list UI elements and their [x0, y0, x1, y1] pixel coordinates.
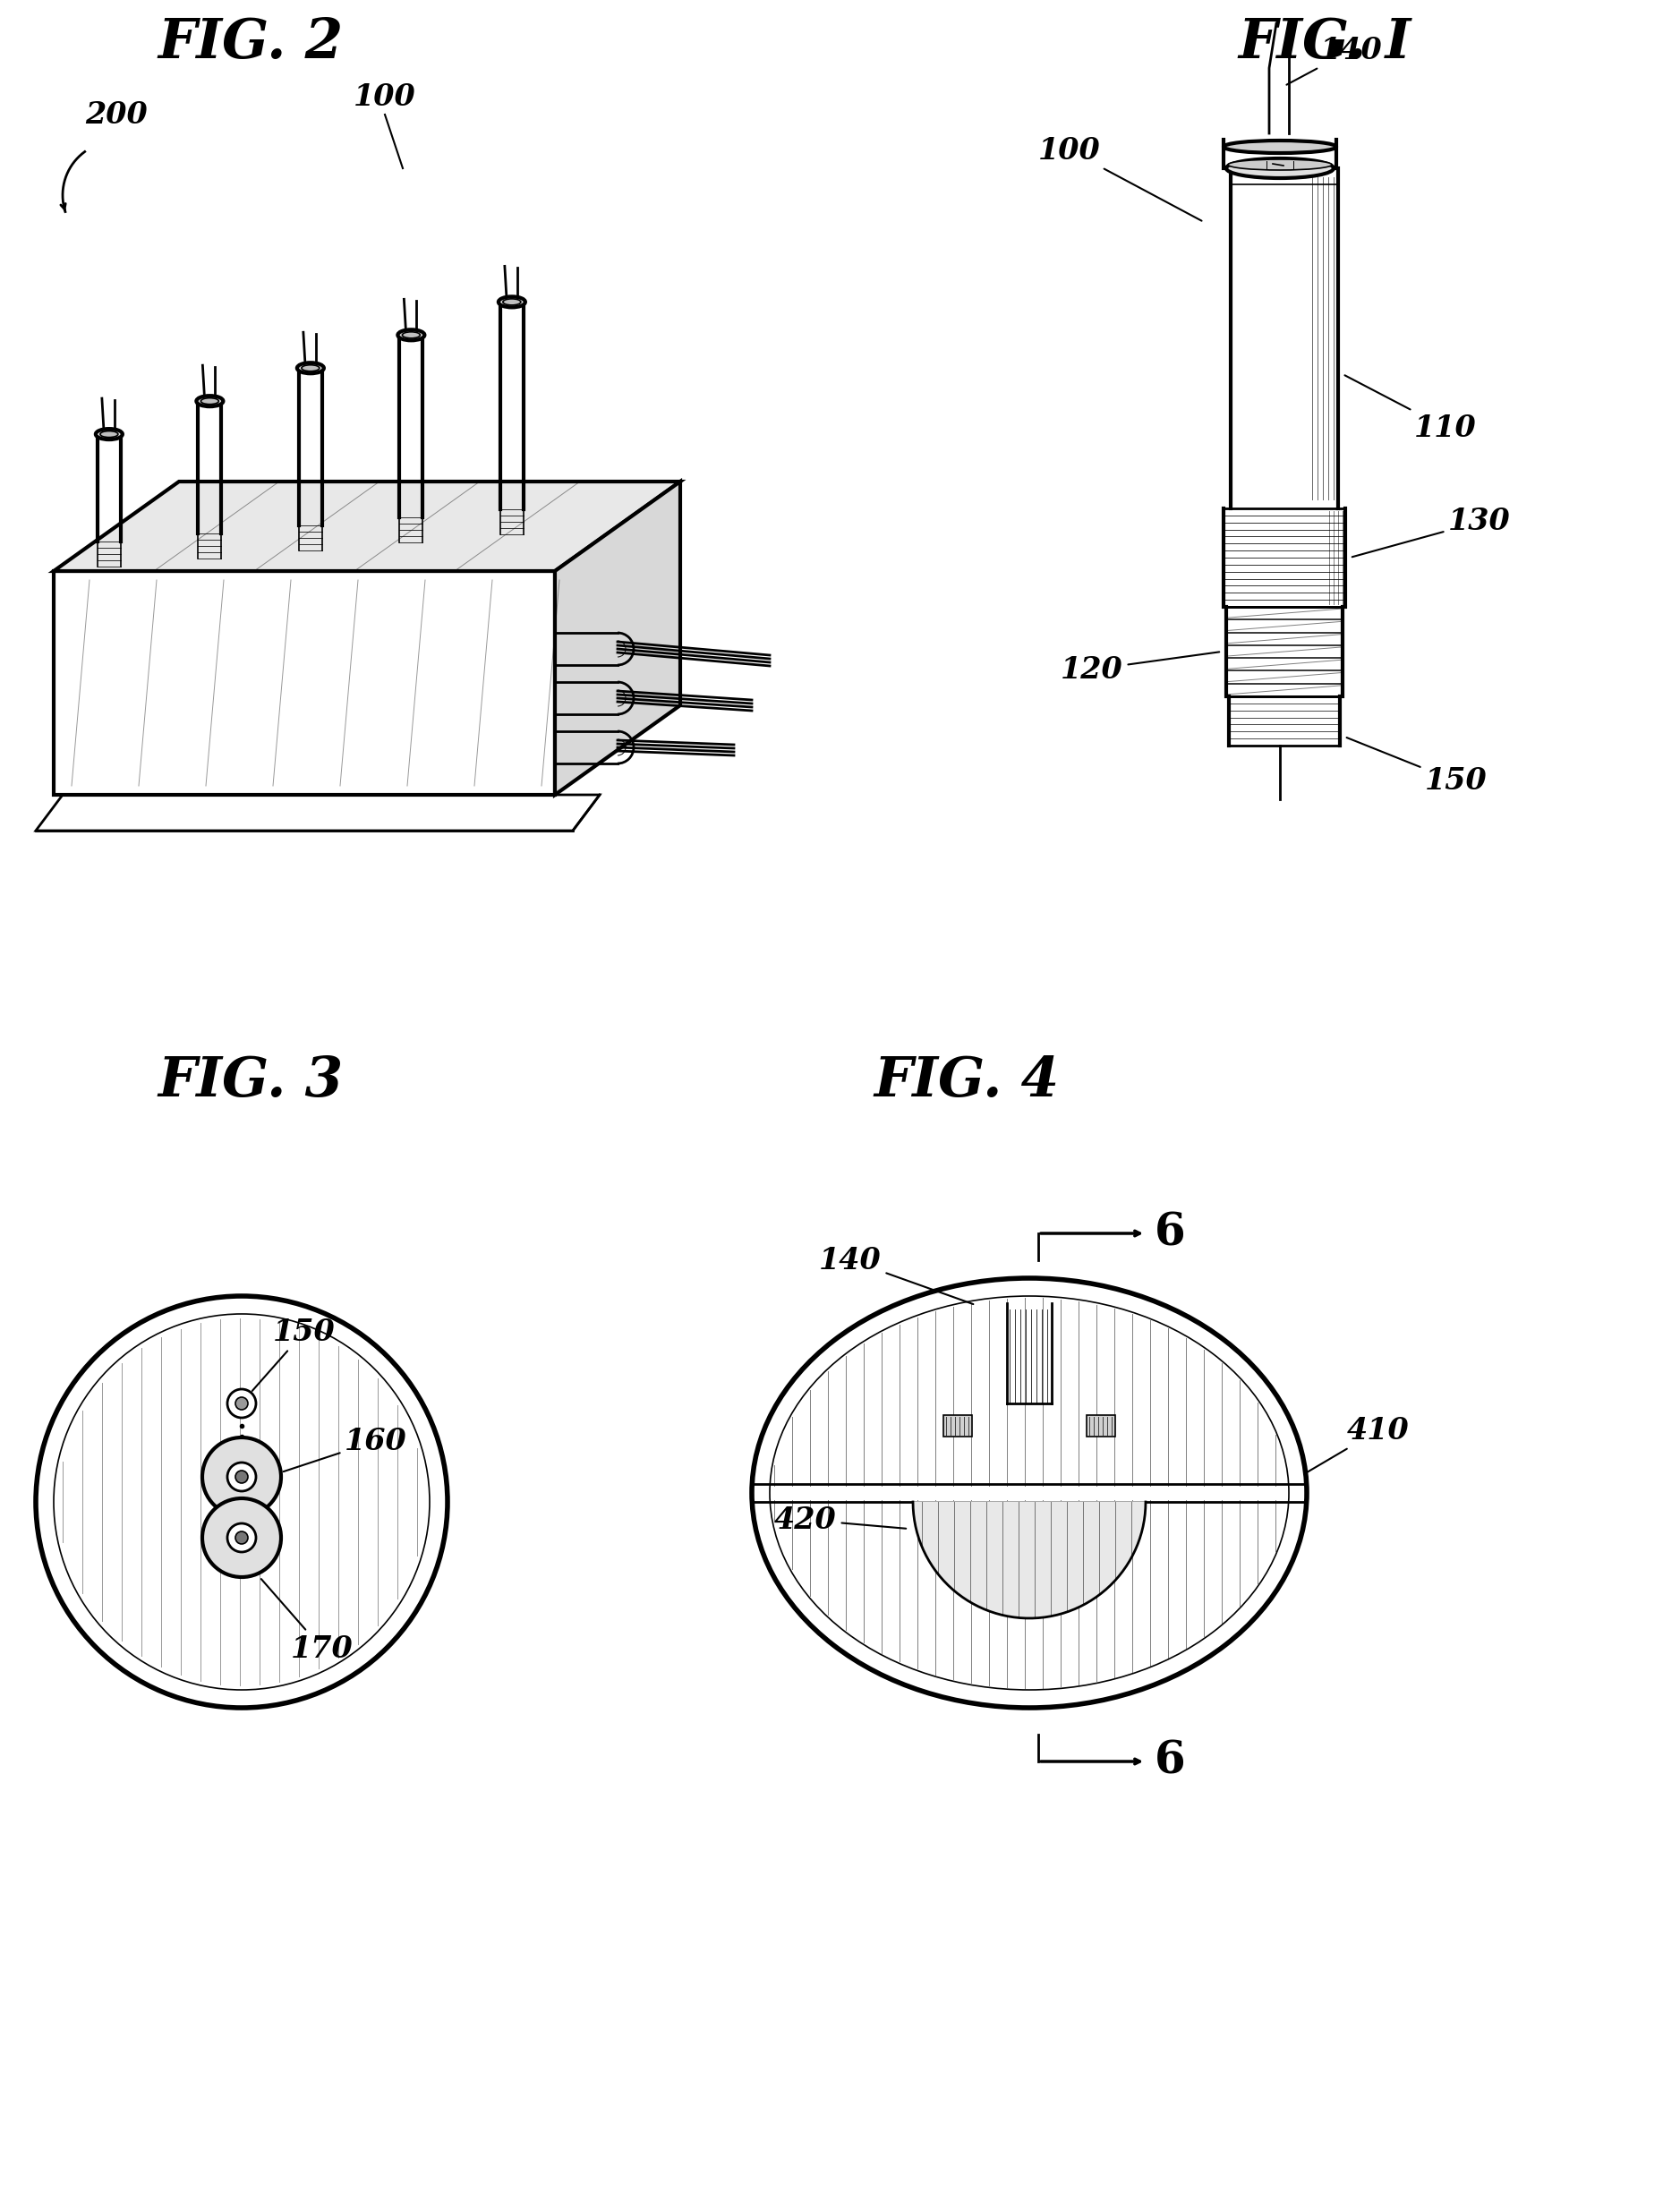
Ellipse shape: [96, 429, 123, 440]
Polygon shape: [54, 572, 554, 795]
Ellipse shape: [297, 362, 324, 373]
Text: 170: 170: [260, 1579, 353, 1663]
Ellipse shape: [1223, 141, 1336, 152]
Text: 130: 130: [1352, 508, 1510, 557]
Ellipse shape: [499, 296, 526, 307]
Circle shape: [202, 1438, 281, 1515]
Circle shape: [227, 1524, 255, 1553]
Text: 140: 140: [1287, 35, 1383, 84]
Ellipse shape: [202, 398, 218, 404]
Polygon shape: [554, 482, 680, 795]
Text: FIG. 4: FIG. 4: [874, 1054, 1060, 1109]
Text: FIG. I: FIG. I: [1238, 15, 1411, 71]
Polygon shape: [912, 1502, 1146, 1619]
Ellipse shape: [1228, 159, 1332, 170]
Text: 150: 150: [252, 1317, 336, 1392]
Ellipse shape: [502, 298, 521, 305]
Text: 100: 100: [1038, 135, 1201, 221]
Polygon shape: [1087, 1416, 1116, 1436]
Ellipse shape: [398, 329, 425, 340]
Polygon shape: [35, 795, 600, 831]
Text: 410: 410: [1304, 1416, 1410, 1473]
Circle shape: [235, 1471, 249, 1482]
Text: FIG. 2: FIG. 2: [158, 15, 343, 71]
Text: FIG. 3: FIG. 3: [158, 1054, 343, 1109]
Ellipse shape: [753, 1279, 1307, 1708]
Text: 200: 200: [86, 99, 148, 130]
Circle shape: [35, 1297, 447, 1708]
Polygon shape: [54, 482, 680, 572]
Ellipse shape: [301, 364, 319, 371]
Ellipse shape: [101, 431, 118, 437]
Circle shape: [227, 1462, 255, 1491]
Text: 160: 160: [284, 1427, 407, 1471]
Ellipse shape: [1226, 159, 1334, 179]
Text: 100: 100: [354, 82, 417, 110]
Text: 120: 120: [1060, 652, 1220, 685]
Polygon shape: [944, 1416, 973, 1436]
Text: 6: 6: [1154, 1738, 1186, 1783]
Ellipse shape: [197, 395, 223, 406]
Circle shape: [235, 1531, 249, 1544]
Text: 420: 420: [774, 1504, 906, 1535]
Text: 140: 140: [820, 1246, 973, 1303]
Ellipse shape: [402, 331, 420, 338]
Circle shape: [202, 1498, 281, 1577]
Circle shape: [227, 1389, 255, 1418]
Text: 150: 150: [1347, 738, 1487, 795]
Text: 6: 6: [1154, 1211, 1186, 1255]
Text: 110: 110: [1344, 376, 1477, 442]
Circle shape: [235, 1396, 249, 1409]
